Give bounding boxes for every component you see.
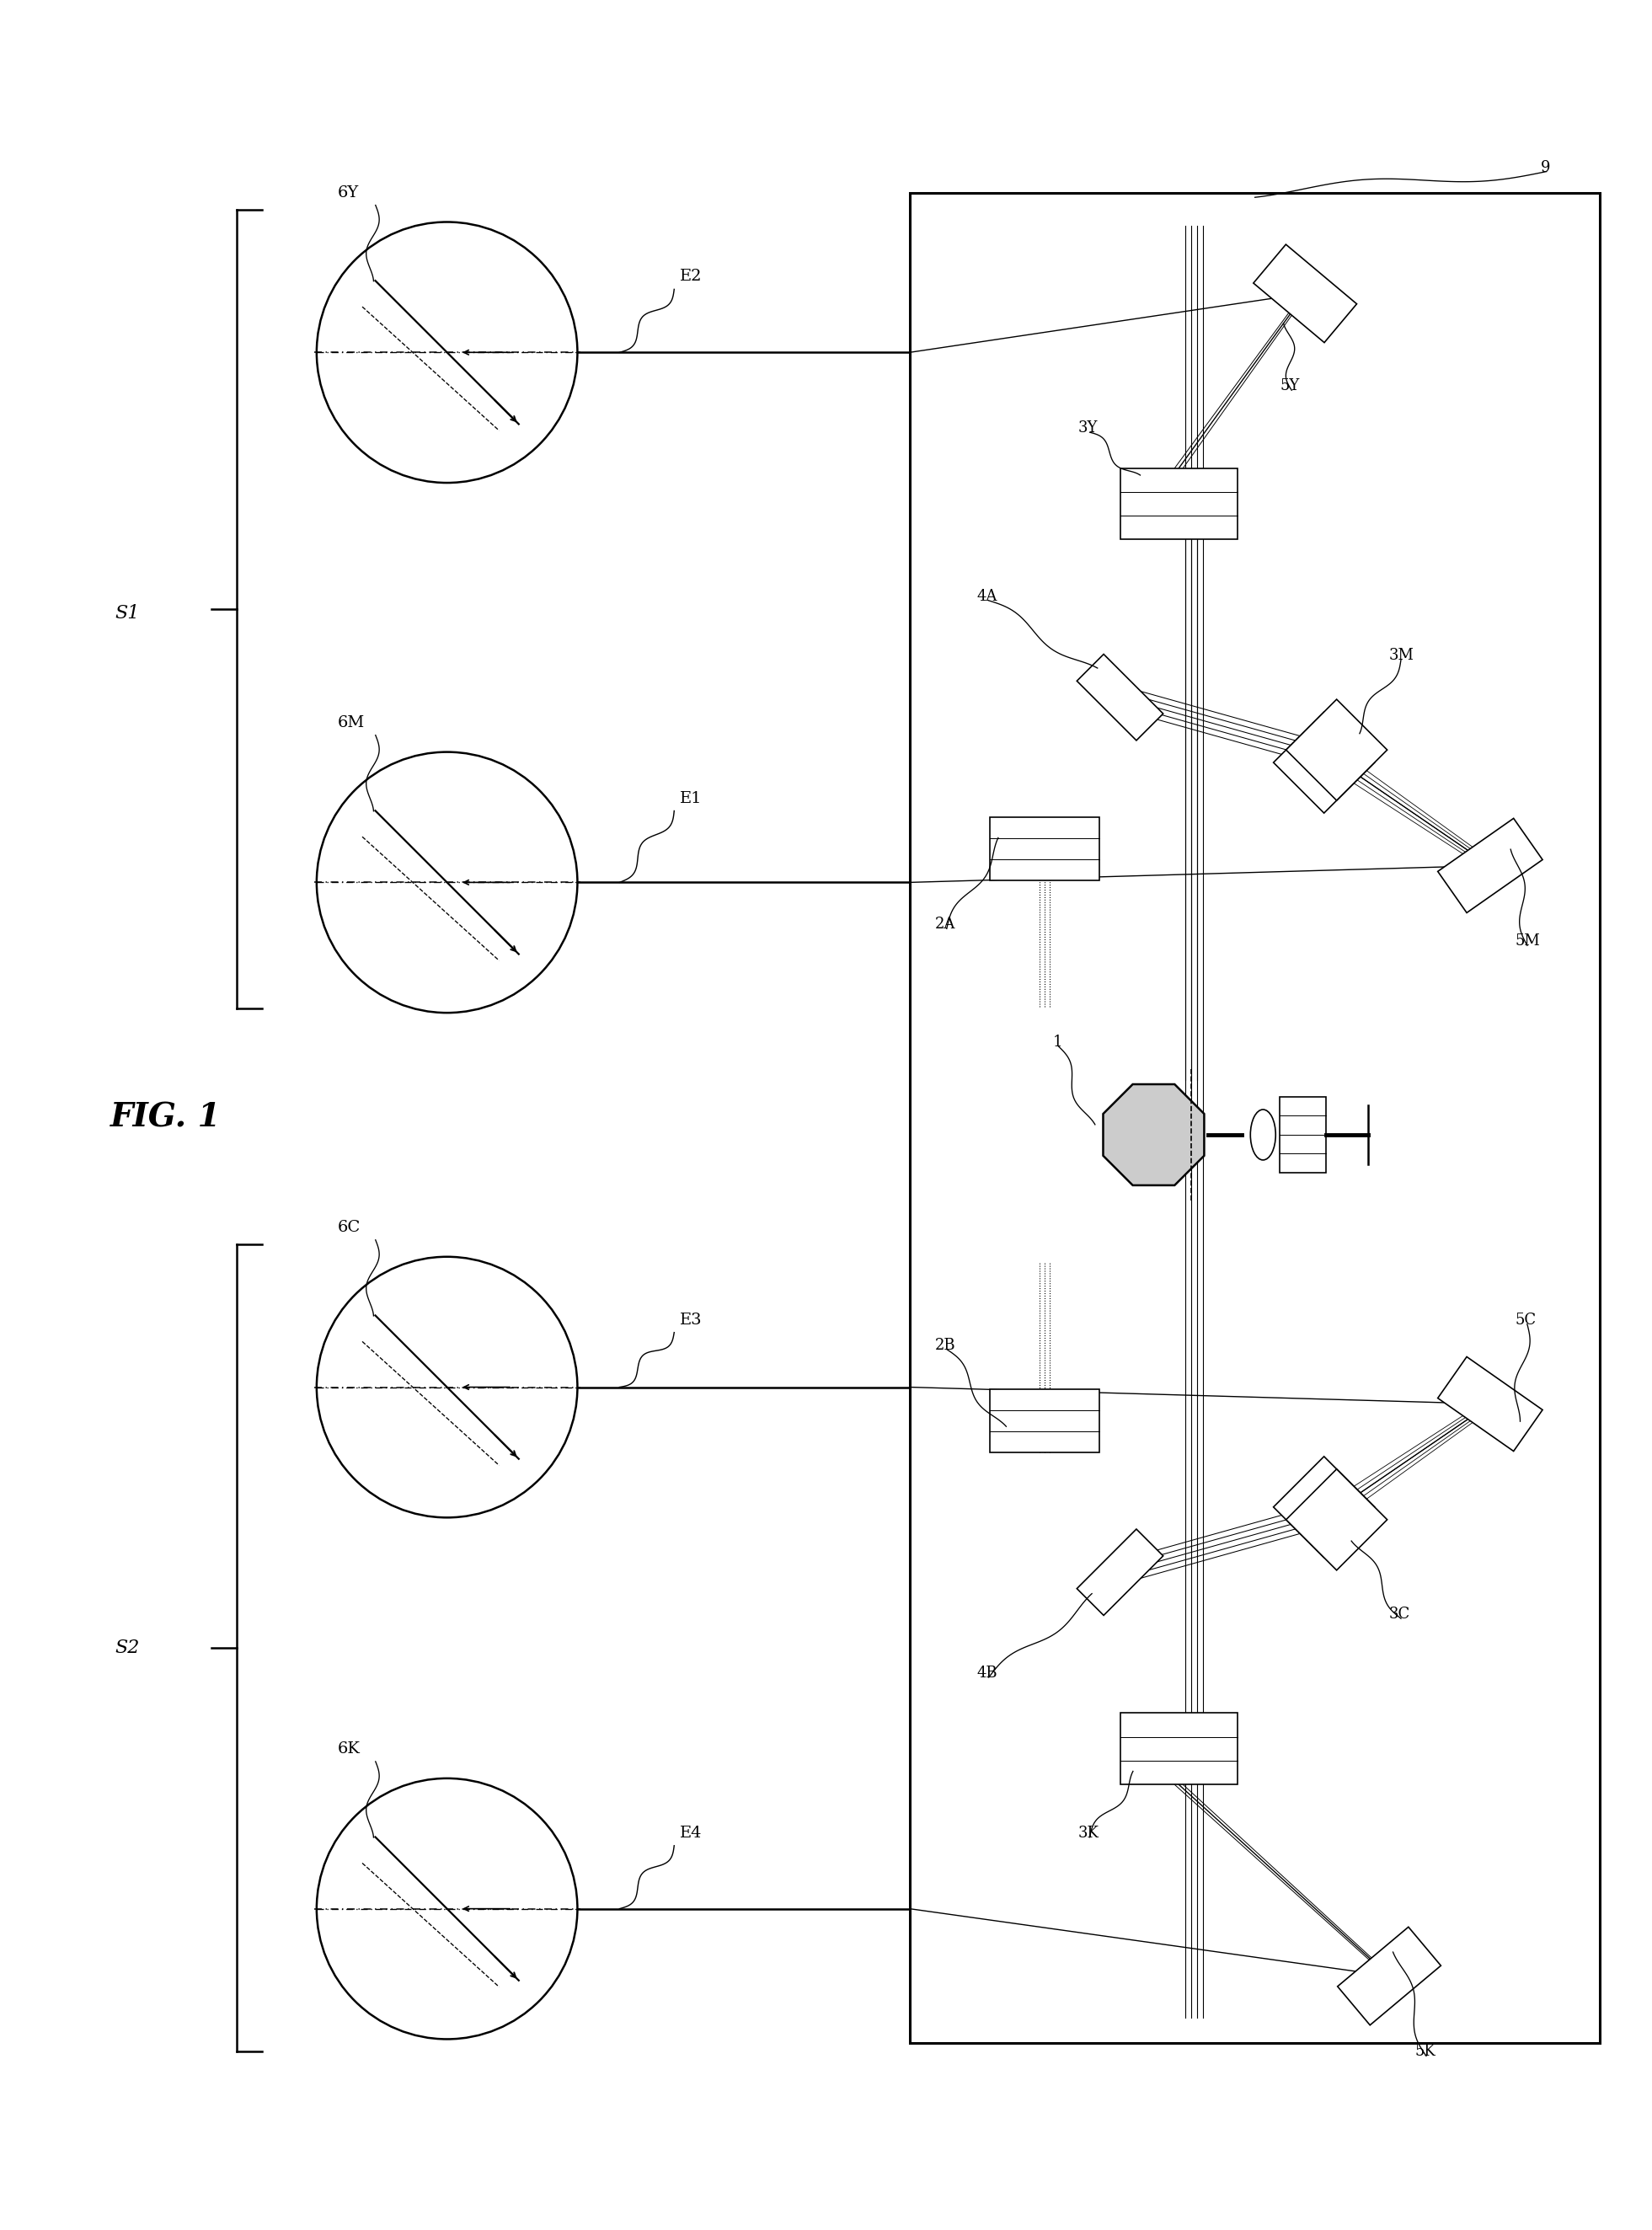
Bar	[990, 816, 1099, 881]
Bar	[910, 192, 1599, 2043]
Polygon shape	[1274, 711, 1374, 814]
Text: FIG. 1: FIG. 1	[111, 1102, 221, 1133]
Polygon shape	[1285, 700, 1388, 801]
Polygon shape	[1254, 245, 1356, 343]
Polygon shape	[1338, 1927, 1441, 2025]
Polygon shape	[1437, 818, 1543, 912]
Bar	[990, 1389, 1099, 1452]
Polygon shape	[1104, 1084, 1204, 1186]
Text: 4A: 4A	[976, 589, 998, 604]
Text: 6M: 6M	[337, 716, 365, 729]
Text: 5K: 5K	[1414, 2045, 1436, 2058]
Text: 5M: 5M	[1515, 934, 1540, 948]
Bar	[1120, 1713, 1237, 1784]
Text: 6K: 6K	[337, 1742, 360, 1757]
Text: E3: E3	[679, 1311, 702, 1327]
Text: 6Y: 6Y	[337, 185, 358, 201]
Text: 1: 1	[1052, 1035, 1062, 1050]
Text: 5C: 5C	[1515, 1311, 1536, 1327]
Text: 3C: 3C	[1389, 1606, 1411, 1621]
Text: E1: E1	[681, 792, 702, 805]
Polygon shape	[1077, 653, 1163, 740]
Text: S2: S2	[116, 1639, 140, 1657]
Polygon shape	[1077, 1530, 1163, 1615]
Text: E4: E4	[681, 1826, 702, 1840]
Polygon shape	[1437, 1356, 1543, 1452]
Circle shape	[317, 1258, 578, 1519]
Circle shape	[317, 223, 578, 482]
Circle shape	[317, 752, 578, 1012]
Text: 2A: 2A	[935, 917, 955, 932]
Text: 2B: 2B	[935, 1338, 957, 1354]
Text: S1: S1	[116, 604, 140, 622]
Text: 4B: 4B	[976, 1666, 998, 1681]
Text: E2: E2	[681, 270, 702, 283]
Text: 9: 9	[1541, 161, 1550, 174]
Circle shape	[317, 1777, 578, 2038]
Ellipse shape	[1251, 1111, 1275, 1160]
Bar	[1120, 468, 1237, 540]
Text: 6C: 6C	[337, 1220, 360, 1235]
Text: 3M: 3M	[1389, 647, 1414, 662]
Bar	[1280, 1097, 1327, 1173]
Text: 3Y: 3Y	[1079, 421, 1097, 435]
Text: 3K: 3K	[1079, 1826, 1099, 1840]
Text: 5Y: 5Y	[1280, 379, 1300, 395]
Polygon shape	[1274, 1456, 1374, 1557]
Polygon shape	[1285, 1470, 1388, 1570]
